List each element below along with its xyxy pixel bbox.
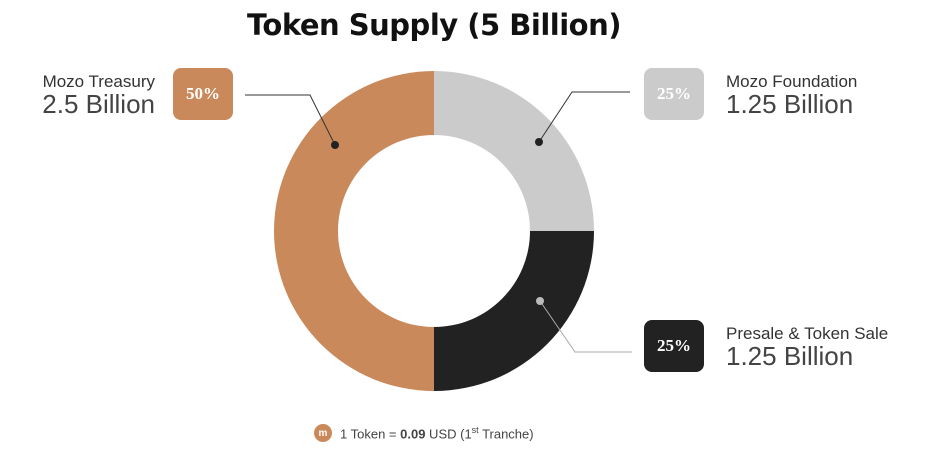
series-name: Presale & Token Sale bbox=[726, 324, 889, 343]
leader-dot-2 bbox=[536, 297, 544, 305]
leader-line-0 bbox=[245, 94, 336, 146]
token-price-note: m 1 Token = 0.09 USD (1st Tranche) bbox=[314, 424, 534, 442]
leader-dot-0 bbox=[331, 141, 339, 149]
series-amount: 1.25 Billion bbox=[726, 341, 854, 371]
leader-line-2 bbox=[539, 300, 632, 353]
leader-line-1 bbox=[538, 91, 630, 143]
donut-slice-mozo-foundation bbox=[434, 71, 594, 231]
chart-title: Token Supply (5 Billion) bbox=[247, 8, 621, 42]
mozo-coin-icon: m bbox=[314, 424, 332, 442]
series-name: Mozo Foundation bbox=[726, 72, 858, 91]
percent-badge-treasury: 50% bbox=[173, 68, 233, 120]
percent-badge-foundation: 25% bbox=[644, 68, 704, 120]
label-mozo-foundation: Mozo Foundation 1.25 Billion bbox=[726, 72, 858, 119]
leader-dot-1 bbox=[535, 138, 543, 146]
percent-badge-presale: 25% bbox=[644, 320, 704, 372]
price-text: 1 Token = 0.09 USD (1st Tranche) bbox=[340, 424, 534, 442]
donut-slice-presale-token-sale bbox=[434, 231, 594, 391]
series-amount: 2.5 Billion bbox=[42, 89, 155, 119]
price-value: 0.09 bbox=[400, 426, 426, 442]
label-presale-token-sale: Presale & Token Sale 1.25 Billion bbox=[726, 324, 889, 371]
series-amount: 1.25 Billion bbox=[726, 89, 854, 119]
label-mozo-treasury: Mozo Treasury 2.5 Billion bbox=[42, 72, 155, 119]
donut-slice-mozo-treasury bbox=[274, 71, 434, 391]
series-name: Mozo Treasury bbox=[42, 72, 155, 91]
